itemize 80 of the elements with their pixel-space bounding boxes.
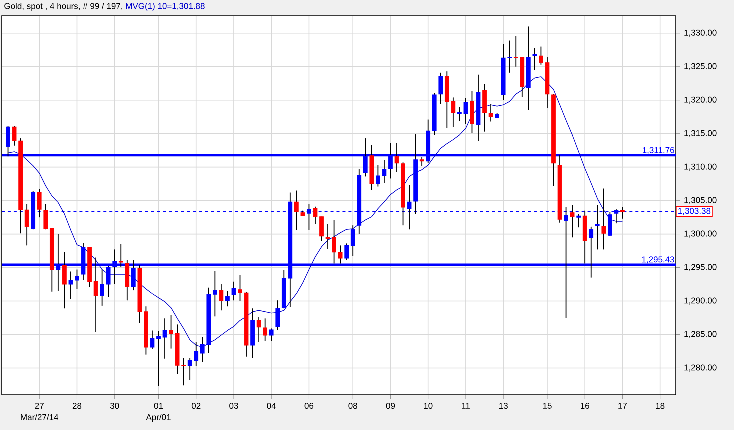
candlestick <box>294 190 299 231</box>
y-tick-label: 1,320.00 <box>684 96 717 104</box>
candlestick <box>12 126 17 146</box>
candlestick <box>464 98 468 125</box>
candlestick <box>256 316 262 343</box>
candlestick <box>62 252 67 310</box>
candlestick <box>570 205 575 238</box>
x-tick-label: 18 <box>656 403 665 410</box>
text: Mar/27/14 <box>21 414 59 420</box>
x-tick-label: 13 <box>500 403 508 410</box>
y-tick-label: 1,280.00 <box>684 364 717 372</box>
y-tick-label: 1,290.00 <box>684 298 717 305</box>
candlestick <box>226 290 230 308</box>
ref-line-label: 1,311.76 <box>642 147 674 154</box>
candlestick <box>602 188 606 250</box>
chart-title: Gold, spot , 4 hours, # 99 / 197, <box>4 3 122 11</box>
candlestick <box>37 188 42 218</box>
x-tick-label: 06 <box>304 403 314 410</box>
candlestick <box>532 48 538 71</box>
candlestick <box>68 271 74 300</box>
x-tick-label: 28 <box>72 403 82 410</box>
candlestick <box>320 216 324 242</box>
y-tick-label: 1,295.00 <box>684 264 717 272</box>
candlestick <box>75 269 80 290</box>
candlestick <box>94 257 98 333</box>
x-tick-label: 30 <box>110 403 120 410</box>
candlestick <box>263 318 268 342</box>
candlestick <box>376 164 380 188</box>
x-tick-label: 10 <box>424 403 433 410</box>
candlestick <box>332 220 336 264</box>
candlestick <box>100 269 104 306</box>
candlestick <box>488 104 494 122</box>
candlestick <box>125 260 130 302</box>
x-tick-label: 02 <box>192 403 201 410</box>
candlestick <box>326 224 330 250</box>
candlestick <box>212 270 218 318</box>
x-tick-label: 09 <box>386 403 396 410</box>
candlestick <box>276 300 280 330</box>
y-tick-label: 1,285.00 <box>684 331 717 338</box>
x-tick-label: 01 <box>154 403 164 410</box>
text: MVG(1) 10=1,301.88 <box>126 3 205 11</box>
x-tick-label: 11 <box>462 403 470 409</box>
candlestick <box>539 46 544 66</box>
candlestick <box>269 328 274 342</box>
candlestick <box>238 274 242 302</box>
y-tick-label: 1,310.00 <box>684 164 717 171</box>
candlestick <box>344 243 350 261</box>
candlestick <box>438 72 444 105</box>
x-tick-label: 15 <box>543 403 552 409</box>
candlestick <box>44 204 48 230</box>
text: Apr/01 <box>146 414 171 422</box>
candlestick <box>150 330 155 350</box>
candlestick <box>219 284 224 312</box>
ref-line-label: 1,295.43 <box>642 256 674 264</box>
candlestick <box>382 160 387 184</box>
candlestick <box>24 204 30 246</box>
candlestick <box>338 245 343 264</box>
y-tick-label: 1,325.00 <box>684 63 717 70</box>
candlestick <box>232 281 236 302</box>
x-tick-label: 27 <box>35 403 44 409</box>
y-tick-label: 1,305.00 <box>684 197 717 204</box>
x-tick-label: 03 <box>230 403 238 410</box>
x-tick-label: 04 <box>267 403 276 410</box>
x-tick-label: 17 <box>618 403 628 409</box>
x-tick-label: 16 <box>581 403 590 410</box>
x-tick-label: 08 <box>348 403 358 410</box>
candlestick <box>156 330 161 387</box>
y-tick-label: 1,300.00 <box>684 230 717 238</box>
candlestick <box>470 90 474 134</box>
y-tick-label: 1,330.00 <box>684 30 717 37</box>
candlestick <box>608 212 612 237</box>
y-tick-label: 1,315.00 <box>684 130 717 138</box>
ref-line-label: 1,303.38 <box>678 208 711 216</box>
candlestick <box>576 214 582 228</box>
candlestick <box>482 84 487 132</box>
candlestick <box>169 314 174 350</box>
candlestick <box>350 225 356 257</box>
candlestick <box>620 207 625 220</box>
candlestick <box>458 106 462 122</box>
candlestick <box>313 206 318 225</box>
